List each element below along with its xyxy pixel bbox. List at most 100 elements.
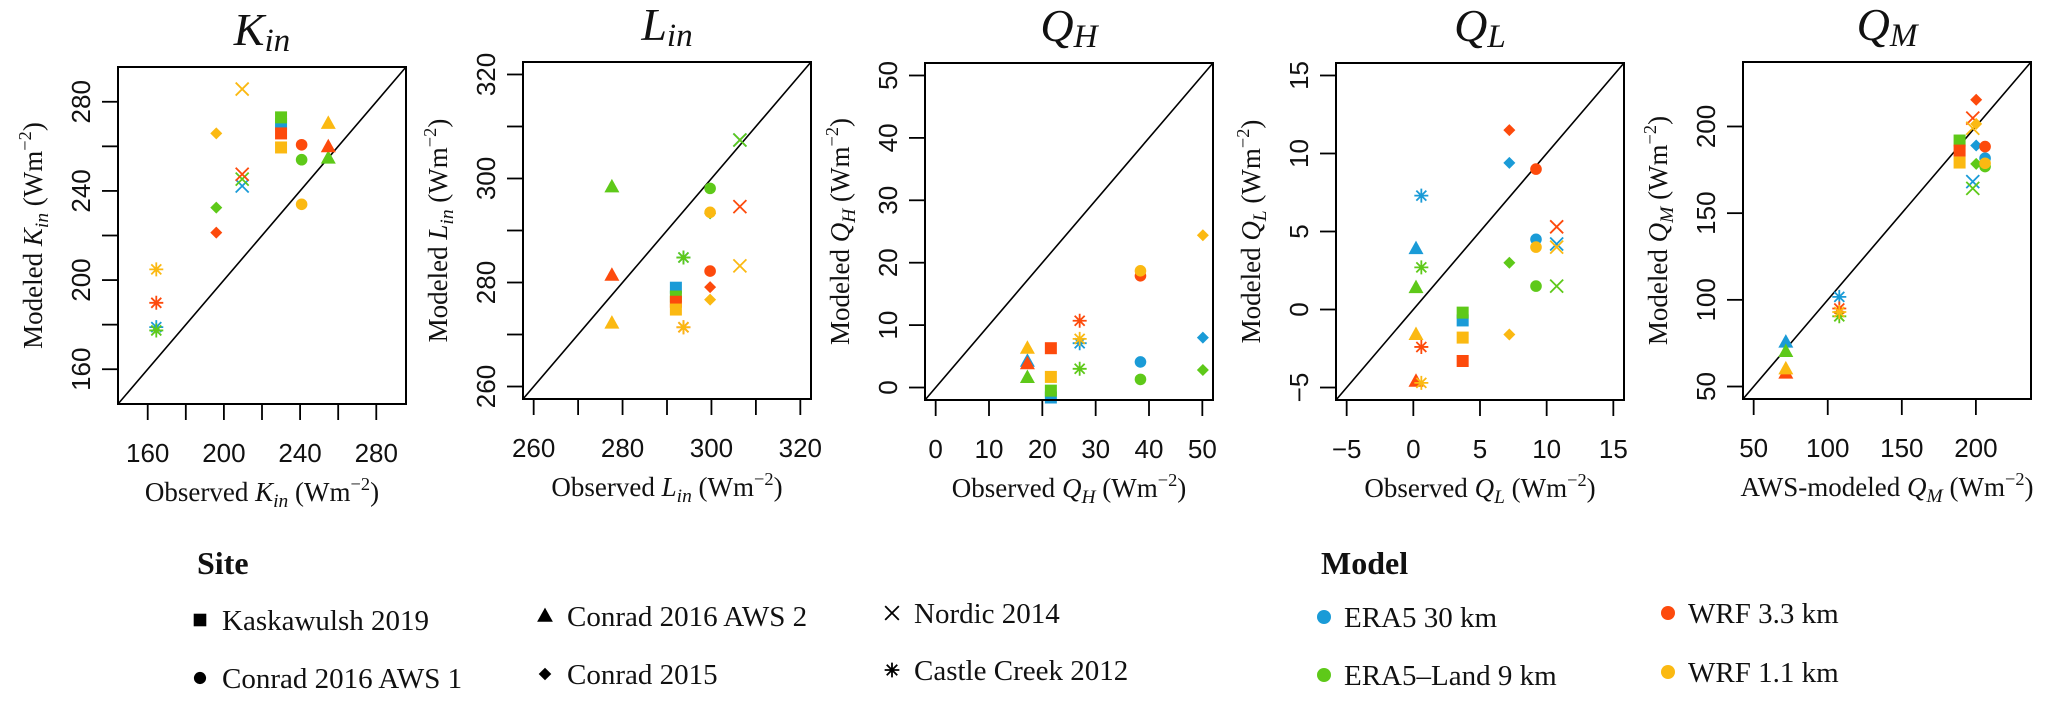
y-axis-title: Modeled QL (Wm−2) xyxy=(1233,120,1271,344)
diamond-marker xyxy=(1503,256,1516,269)
data-point xyxy=(1953,144,1966,157)
data-point xyxy=(1549,239,1564,255)
label-part: Modeled xyxy=(1643,242,1673,345)
square-marker xyxy=(1953,144,1966,157)
cross-marker xyxy=(235,178,250,194)
data-point xyxy=(1953,134,1966,147)
triangle-marker xyxy=(1408,240,1424,255)
triangle-marker xyxy=(1019,340,1035,354)
data-point xyxy=(1549,219,1564,234)
label-part: Modeled xyxy=(18,246,48,349)
x-tick-label: 200 xyxy=(1954,433,1997,463)
circle-marker xyxy=(295,153,308,166)
x-tick-label: 30 xyxy=(1081,434,1110,464)
square-marker xyxy=(193,613,207,627)
data-point xyxy=(1970,139,1983,152)
data-point xyxy=(1456,331,1469,344)
triangle-marker xyxy=(1408,326,1424,340)
circle-marker xyxy=(704,182,716,195)
data-point xyxy=(1965,121,1980,136)
data-point xyxy=(1072,361,1087,376)
square-marker xyxy=(1044,384,1057,397)
data-point xyxy=(1408,279,1424,294)
diamond-icon xyxy=(538,667,552,681)
data-point xyxy=(604,267,620,281)
square-marker xyxy=(1456,331,1469,344)
asterisk-marker xyxy=(676,250,691,265)
x-tick-label: 0 xyxy=(1406,434,1420,464)
data-point xyxy=(676,320,691,335)
data-point xyxy=(704,265,716,277)
data-point xyxy=(1456,354,1469,367)
label-part: ) xyxy=(825,118,855,127)
data-point xyxy=(210,127,223,140)
diamond-marker xyxy=(704,293,717,306)
color-dot-icon xyxy=(1317,668,1331,682)
site-legend-item: Conrad 2015 xyxy=(538,659,718,691)
circle-marker xyxy=(1134,373,1147,386)
data-point xyxy=(1196,331,1209,344)
cross-marker xyxy=(1549,278,1564,294)
cross-marker xyxy=(235,167,250,182)
x-tick-label: 240 xyxy=(278,438,321,468)
model-legend-title: Model xyxy=(1321,545,1408,581)
cross-marker xyxy=(1549,236,1564,252)
label-part: in xyxy=(32,213,53,228)
model-legend-item: ERA5–Land 9 km xyxy=(1317,660,1557,692)
y-tick-label: 0 xyxy=(873,380,903,394)
y-tick-label: 0 xyxy=(1284,302,1314,316)
label-part: K xyxy=(254,477,275,507)
triangle-icon xyxy=(537,607,553,622)
label-part: H xyxy=(839,208,860,224)
label-part: −2 xyxy=(15,131,35,151)
label-part: M xyxy=(1657,205,1678,224)
circle-marker xyxy=(704,206,716,219)
square-icon xyxy=(193,613,207,627)
data-point xyxy=(235,171,250,187)
data-point xyxy=(1408,240,1424,255)
circle-marker xyxy=(1530,280,1542,292)
data-point xyxy=(1832,289,1847,304)
site-legend-label: Castle Creek 2012 xyxy=(914,655,1128,687)
x-tick-label: 200 xyxy=(202,438,245,468)
triangle-marker xyxy=(320,150,336,164)
diamond-marker xyxy=(1970,93,1983,106)
square-marker xyxy=(275,111,288,124)
one-to-one-line xyxy=(1742,61,2032,400)
label-part: in xyxy=(437,209,458,224)
data-point xyxy=(604,315,620,329)
asterisk-marker xyxy=(1072,361,1087,376)
label-part: Q xyxy=(1475,473,1495,503)
data-point xyxy=(732,132,748,148)
one-to-one-line xyxy=(522,61,812,400)
site-legend-item: Kaskawulsh 2019 xyxy=(193,605,429,637)
panel-title: Lin xyxy=(640,0,692,54)
y-tick-label: 5 xyxy=(1284,224,1314,238)
data-point xyxy=(320,150,336,164)
data-point xyxy=(275,111,288,124)
data-point xyxy=(1549,236,1564,252)
square-marker xyxy=(1456,306,1469,319)
x-tick-label: 160 xyxy=(126,438,169,468)
panel-title: QH xyxy=(1040,0,1099,55)
asterisk-marker xyxy=(1414,339,1429,354)
data-point xyxy=(1414,339,1429,354)
label-part: H xyxy=(1080,487,1096,508)
y-tick-label: 320 xyxy=(471,53,501,96)
label-part: L xyxy=(640,0,667,50)
triangle-marker xyxy=(1019,355,1035,370)
data-point xyxy=(1044,342,1057,355)
data-point xyxy=(1965,181,1980,196)
site-legend-title: Site xyxy=(197,545,249,581)
site-legend-label: Kaskawulsh 2019 xyxy=(222,605,429,637)
data-point xyxy=(1530,241,1542,253)
label-part: L xyxy=(661,472,677,502)
x-tick-label: 10 xyxy=(1532,434,1561,464)
square-marker xyxy=(275,118,288,131)
plot-frame xyxy=(1742,61,2032,400)
site-legend-item: Conrad 2016 AWS 2 xyxy=(537,601,807,633)
label-part: (Wm xyxy=(1505,473,1567,503)
site-legend-item: Castle Creek 2012 xyxy=(884,655,1128,687)
data-point xyxy=(1503,256,1516,269)
triangle-marker xyxy=(1408,279,1424,294)
